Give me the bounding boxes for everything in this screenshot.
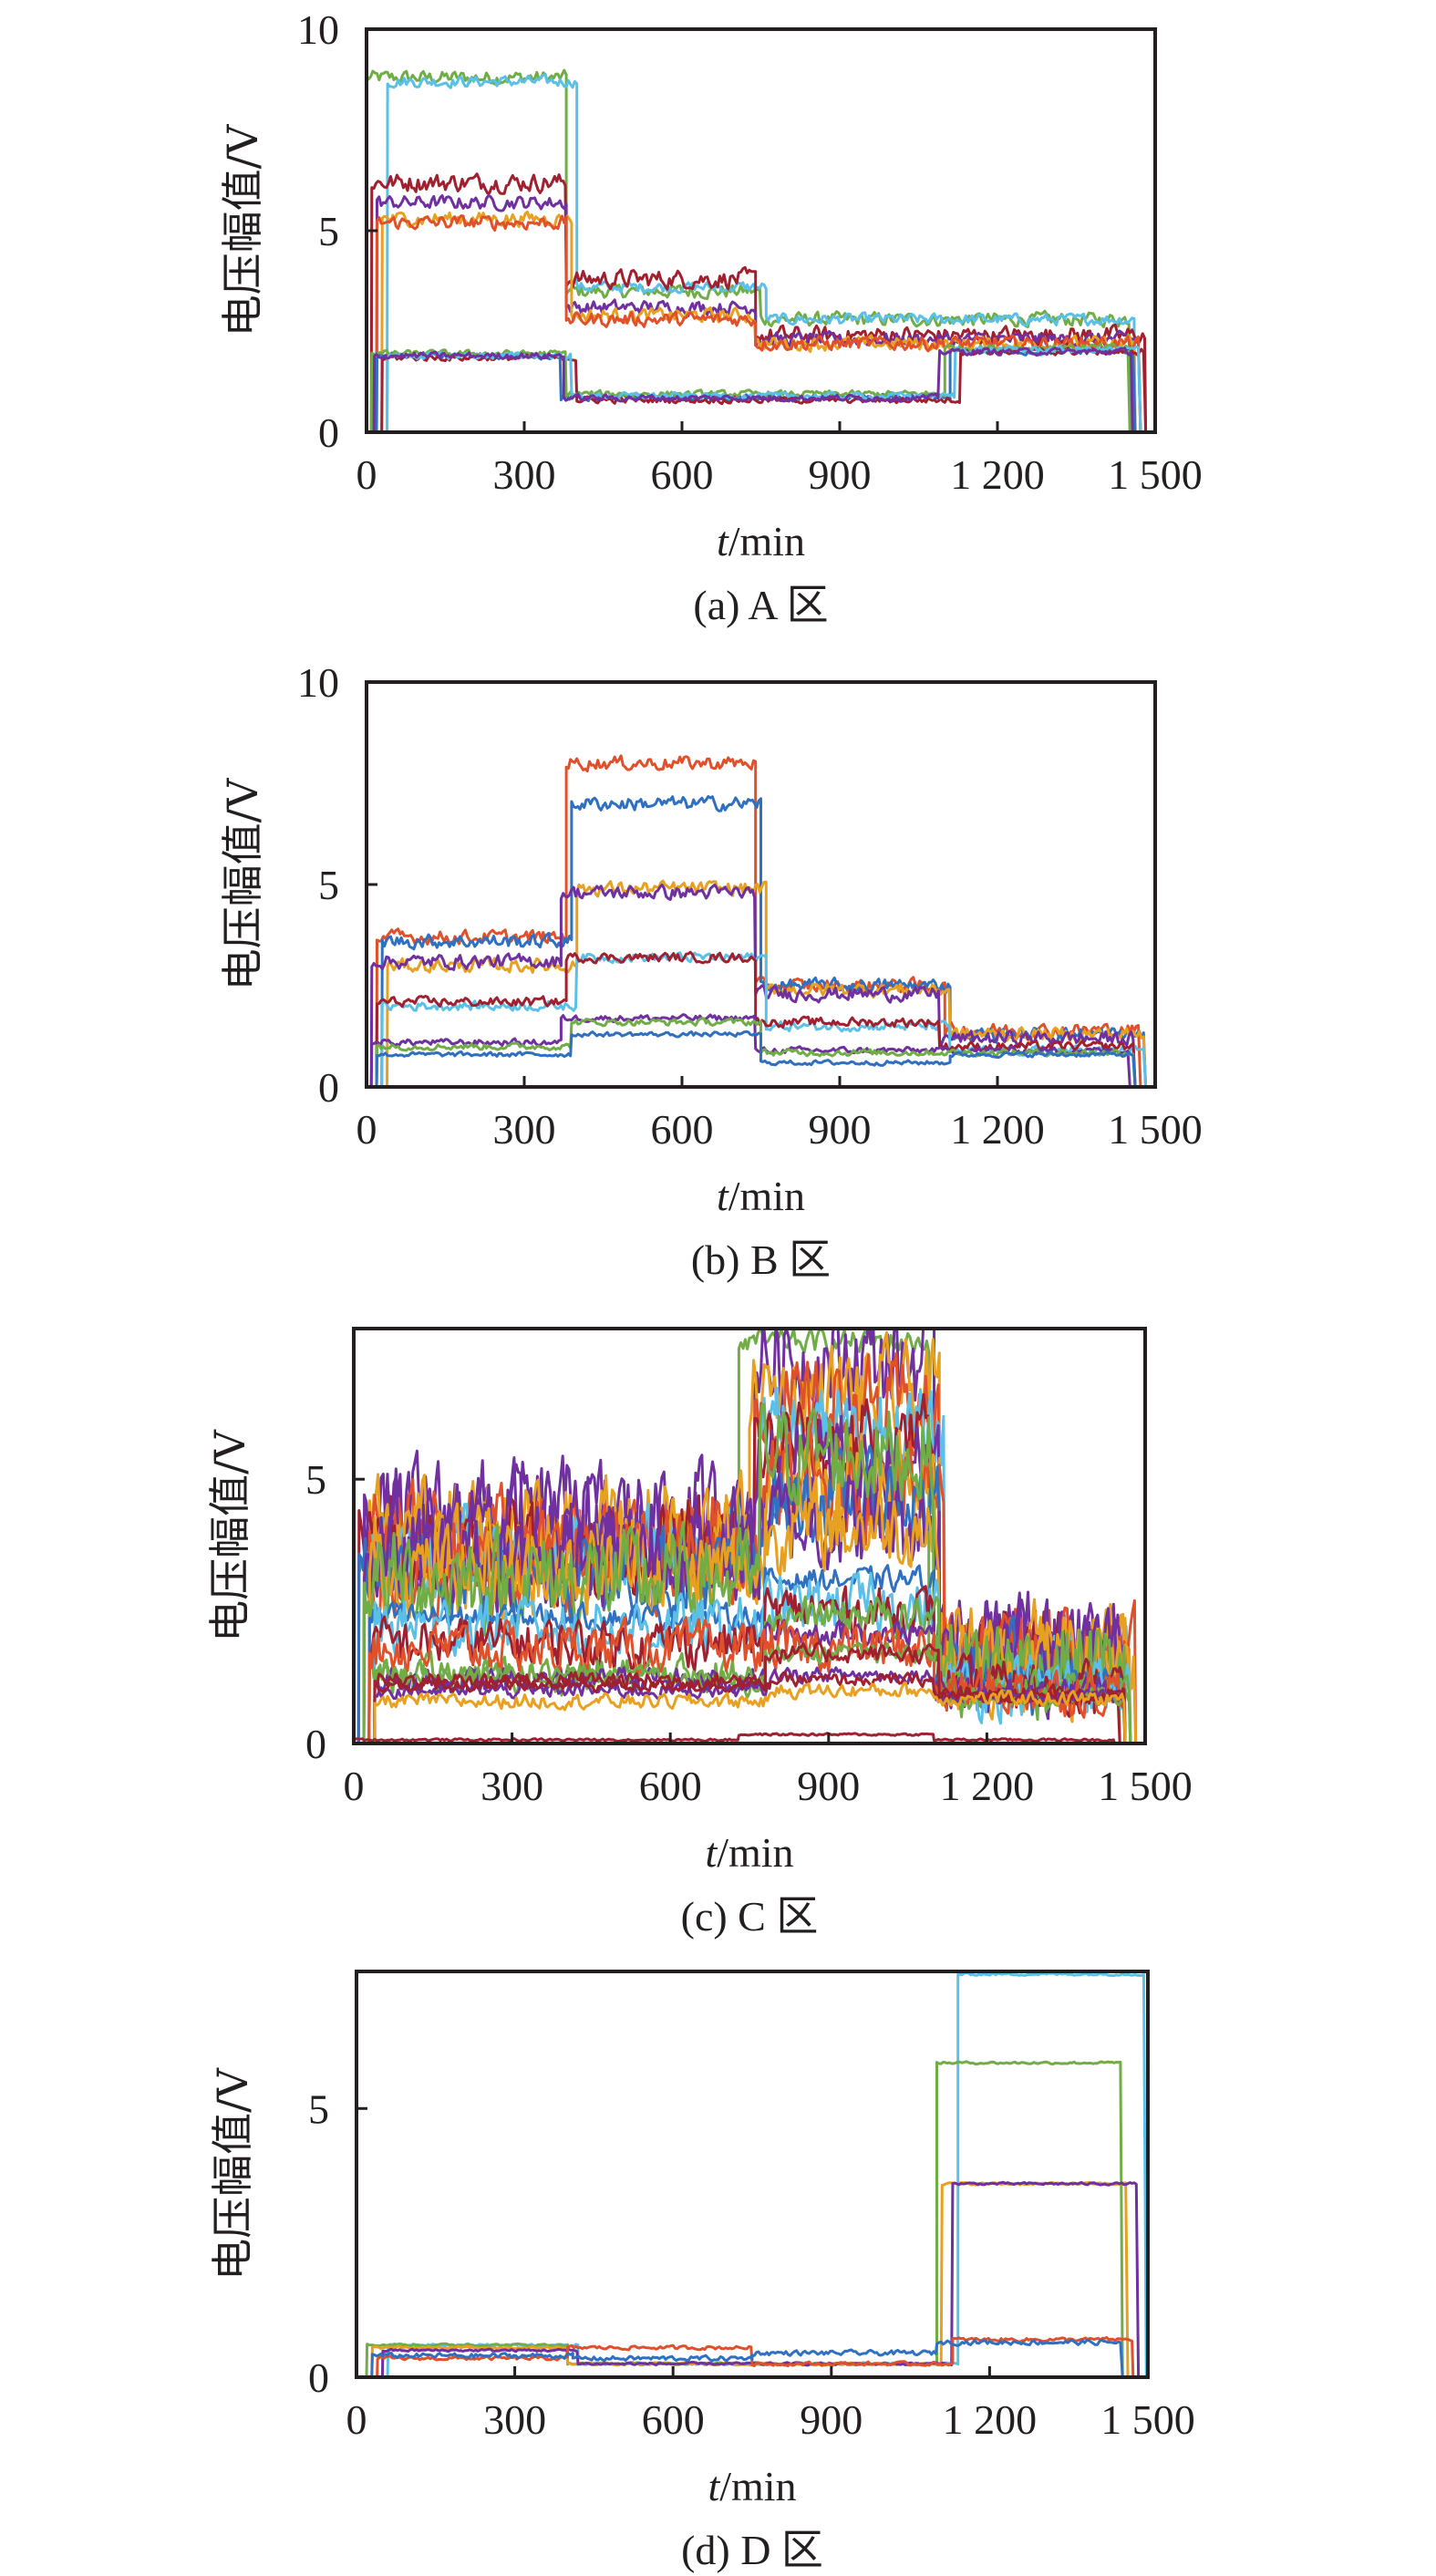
series-group: [365, 1971, 1148, 2377]
series-line-A-1: [367, 68, 1155, 432]
series-line-A-10: [386, 344, 1155, 432]
x-axis-label-unit: /min: [719, 2463, 796, 2509]
x-tick-label: 1 500: [1108, 451, 1203, 498]
series-line-A-6: [375, 214, 1155, 432]
series-line-B-3: [386, 879, 1155, 1087]
series-line-D-2: [365, 2060, 1148, 2377]
panel-caption: (c) C 区: [681, 1893, 819, 1940]
x-tick-label: 300: [483, 2396, 546, 2443]
chart-panel-b: 0 300 600 900 1 200 1 500 0 5 10 电压幅值/V t/min (b) B…: [218, 659, 1203, 1283]
x-tick-label: 600: [651, 451, 714, 498]
y-tick-label: 5: [318, 208, 339, 254]
y-tick-label: 5: [308, 2085, 329, 2132]
x-tick-label: 900: [797, 1763, 860, 1809]
y-axis-label: 电压幅值/V: [218, 778, 267, 990]
series-line-C-16: [367, 1585, 1145, 1743]
series-line-A-11: [372, 347, 1155, 432]
series-line-D-6: [370, 2338, 1148, 2377]
x-tick-label: 1 200: [950, 1106, 1045, 1153]
series-line-A-3: [369, 172, 1155, 432]
series-group: [354, 1327, 1145, 1743]
x-tick-label: 900: [809, 451, 872, 498]
series-line-A-9: [380, 347, 1155, 432]
panel-caption: (b) B 区: [691, 1236, 831, 1283]
series-line-B-9: [375, 1029, 1155, 1087]
x-tick-label: 900: [800, 2396, 863, 2443]
series-group: [369, 754, 1155, 1087]
x-axis-label-var: t: [708, 2463, 720, 2509]
x-tick-label: 1 200: [943, 2396, 1038, 2443]
x-tick-label: 900: [809, 1106, 872, 1153]
x-axis-label-var: t: [705, 1829, 718, 1876]
y-tick-label: 0: [308, 2354, 329, 2401]
series-line-C-24: [373, 1681, 1145, 1743]
chart-panel-d: 0 300 600 900 1 200 1 500 0 5 电压幅值/V t/min (d) D 区: [208, 1970, 1195, 2573]
plot-frame: [355, 1970, 1150, 2379]
x-axis-label-unit: /min: [728, 518, 805, 564]
x-axis-label: t/min: [717, 518, 805, 564]
y-tick-label: 10: [297, 659, 339, 706]
plot-frame: [352, 1327, 1147, 1745]
series-line-D-1: [386, 1971, 1148, 2377]
x-axis-label: t/min: [705, 1829, 793, 1876]
x-tick-label: 300: [493, 451, 556, 498]
x-tick-label: 0: [344, 1763, 365, 1809]
x-tick-label: 0: [356, 1106, 377, 1153]
x-tick-label: 0: [356, 451, 377, 498]
x-tick-label: 600: [642, 2396, 705, 2443]
series-line-B-1: [375, 754, 1155, 1087]
series-line-C-23: [373, 1671, 1145, 1743]
series-line-B-5: [380, 951, 1155, 1087]
y-axis-label: 电压幅值/V: [208, 2067, 257, 2280]
panel-caption: (d) D 区: [681, 2527, 823, 2573]
x-axis-label-unit: /min: [728, 1173, 805, 1219]
x-tick-label: 0: [346, 2396, 367, 2443]
x-tick-label: 600: [651, 1106, 714, 1153]
chart-panel-c: 0 300 600 900 1 200 1 500 0 5 电压幅值/V t/min (c) C 区: [205, 1327, 1193, 1940]
x-axis-label-var: t: [717, 518, 729, 564]
x-tick-label: 1 200: [950, 451, 1045, 498]
y-tick-label: 5: [305, 1456, 326, 1503]
y-axis-label: 电压幅值/V: [205, 1429, 254, 1641]
x-axis-label-unit: /min: [717, 1829, 793, 1876]
plot-frame: [365, 27, 1157, 434]
x-tick-label: 1 500: [1108, 1106, 1203, 1153]
series-line-D-3: [370, 2180, 1148, 2377]
series-line-D-5: [376, 2336, 1148, 2377]
x-axis-label: t/min: [717, 1173, 805, 1219]
x-axis-label-var: t: [717, 1173, 729, 1219]
x-tick-label: 1 500: [1100, 2396, 1195, 2443]
y-tick-label: 0: [318, 409, 339, 456]
series-line-A-2: [386, 73, 1155, 432]
x-tick-label: 1 500: [1098, 1763, 1193, 1809]
chart-panel-a: 0 300 600 900 1 200 1 500 0 5 10 电压幅值/V t/min (a) A…: [218, 6, 1203, 628]
series-line-B-4: [369, 883, 1155, 1087]
y-tick-label: 0: [305, 1721, 326, 1767]
series-group: [367, 68, 1155, 432]
y-axis-label: 电压幅值/V: [218, 124, 267, 336]
y-tick-label: 5: [318, 862, 339, 908]
panel-caption: (a) A 区: [693, 582, 828, 628]
x-tick-label: 600: [639, 1763, 702, 1809]
y-tick-label: 10: [297, 6, 339, 53]
x-tick-label: 1 200: [940, 1763, 1035, 1809]
x-axis-label: t/min: [708, 2463, 796, 2509]
series-line-B-2: [380, 794, 1155, 1087]
y-tick-label: 0: [318, 1064, 339, 1111]
series-line-C-25: [354, 1732, 1145, 1743]
x-tick-label: 300: [493, 1106, 556, 1153]
x-tick-label: 300: [480, 1763, 543, 1809]
series-line-C-8: [362, 1429, 1145, 1743]
